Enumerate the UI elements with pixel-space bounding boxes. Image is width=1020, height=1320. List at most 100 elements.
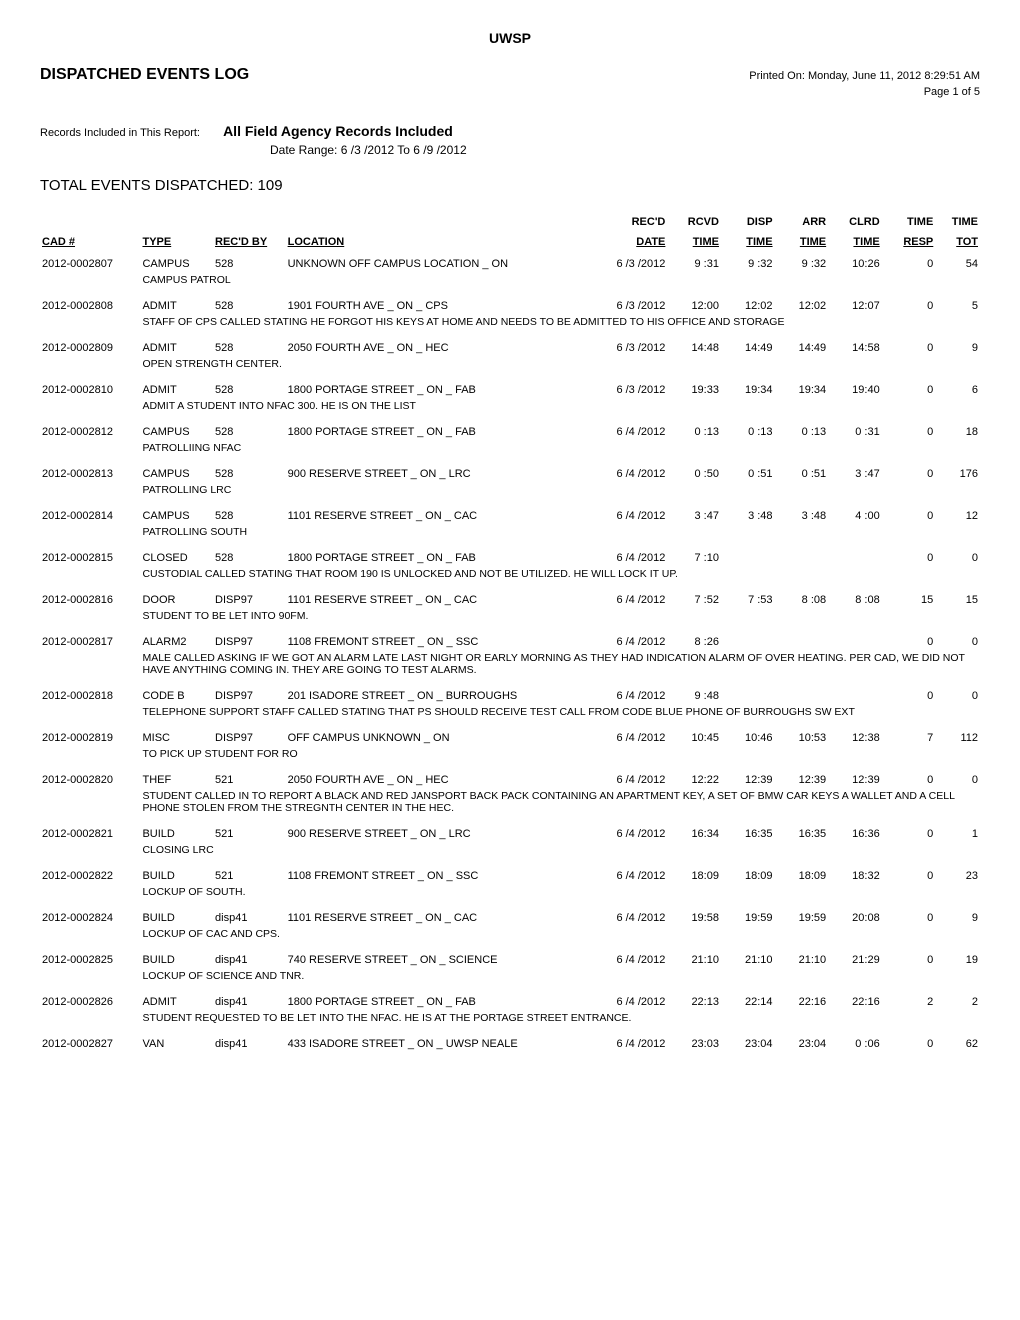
cell-resp: 0: [882, 338, 936, 358]
cell-date: 6 /4 /2012: [587, 824, 667, 844]
cell-rcvd: 9 :31: [667, 254, 721, 274]
cell-recby: disp41: [213, 992, 286, 1012]
cell-tot: 62: [935, 1034, 980, 1054]
table-desc-row: STAFF OF CPS CALLED STATING HE FORGOT HI…: [40, 316, 980, 338]
cell-clrd: 12:07: [828, 296, 882, 316]
cell-date: 6 /4 /2012: [587, 464, 667, 484]
cell-rcvd: 23:03: [667, 1034, 721, 1054]
cell-rcvd: 22:13: [667, 992, 721, 1012]
table-row: 2012-0002816DOORDISP971101 RESERVE STREE…: [40, 590, 980, 610]
cell-arr: 0 :51: [775, 464, 829, 484]
cell-tot: 12: [935, 506, 980, 526]
cell-disp: 0 :51: [721, 464, 775, 484]
cell-recby: 528: [213, 422, 286, 442]
table-desc-row: OPEN STRENGTH CENTER.: [40, 358, 980, 380]
cell-rcvd: 9 :48: [667, 686, 721, 706]
cell-recby: DISP97: [213, 590, 286, 610]
cell-date: 6 /4 /2012: [587, 686, 667, 706]
col-arr-top: ARR: [775, 214, 829, 234]
cell-clrd: 20:08: [828, 908, 882, 928]
cell-disp: 10:46: [721, 728, 775, 748]
cell-tot: 2: [935, 992, 980, 1012]
page-title: DISPATCHED EVENTS LOG: [40, 66, 249, 84]
cell-date: 6 /4 /2012: [587, 632, 667, 652]
cell-desc: STUDENT CALLED IN TO REPORT A BLACK AND …: [140, 790, 980, 824]
title-row: DISPATCHED EVENTS LOG Printed On: Monday…: [40, 66, 980, 84]
cell-cad: 2012-0002810: [40, 380, 140, 400]
cell-date: 6 /4 /2012: [587, 422, 667, 442]
table-row: 2012-0002814CAMPUS5281101 RESERVE STREET…: [40, 506, 980, 526]
cell-resp: 0: [882, 380, 936, 400]
table-desc-row: STUDENT CALLED IN TO REPORT A BLACK AND …: [40, 790, 980, 824]
cell-tot: 176: [935, 464, 980, 484]
cell-resp: 0: [882, 296, 936, 316]
cell-recby: 528: [213, 296, 286, 316]
cell-cad: 2012-0002815: [40, 548, 140, 568]
cell-clrd: [828, 548, 882, 568]
table-desc-row: TELEPHONE SUPPORT STAFF CALLED STATING T…: [40, 706, 980, 728]
cell-resp: 0: [882, 506, 936, 526]
cell-rcvd: 21:10: [667, 950, 721, 970]
cell-location: 1901 FOURTH AVE _ ON _ CPS: [286, 296, 587, 316]
cell-resp: 0: [882, 950, 936, 970]
cell-tot: 0: [935, 686, 980, 706]
col-tot-top: TIME: [935, 214, 980, 234]
cell-clrd: 12:39: [828, 770, 882, 790]
cell-tot: 0: [935, 632, 980, 652]
cell-disp: [721, 632, 775, 652]
cell-date: 6 /4 /2012: [587, 590, 667, 610]
cell-desc: STAFF OF CPS CALLED STATING HE FORGOT HI…: [140, 316, 980, 338]
cell-cad: 2012-0002817: [40, 632, 140, 652]
cell-arr: 0 :13: [775, 422, 829, 442]
table-row: 2012-0002827VANdisp41433 ISADORE STREET …: [40, 1034, 980, 1054]
records-included-row: Records Included in This Report: All Fie…: [40, 123, 980, 139]
col-cad: CAD #: [40, 234, 140, 254]
cell-date: 6 /4 /2012: [587, 506, 667, 526]
cell-rcvd: 0 :50: [667, 464, 721, 484]
cell-tot: 15: [935, 590, 980, 610]
table-row: 2012-0002809ADMIT5282050 FOURTH AVE _ ON…: [40, 338, 980, 358]
cell-clrd: 18:32: [828, 866, 882, 886]
col-type: TYPE: [140, 234, 213, 254]
table-row: 2012-0002821BUILD521900 RESERVE STREET _…: [40, 824, 980, 844]
cell-arr: 19:59: [775, 908, 829, 928]
cell-date: 6 /3 /2012: [587, 338, 667, 358]
cell-desc: LOCKUP OF SCIENCE AND TNR.: [140, 970, 980, 992]
table-row: 2012-0002815CLOSED5281800 PORTAGE STREET…: [40, 548, 980, 568]
cell-recby: 521: [213, 824, 286, 844]
table-desc-row: ADMIT A STUDENT INTO NFAC 300. HE IS ON …: [40, 400, 980, 422]
cell-rcvd: 7 :52: [667, 590, 721, 610]
cell-recby: disp41: [213, 908, 286, 928]
cell-clrd: 16:36: [828, 824, 882, 844]
cell-cad: 2012-0002814: [40, 506, 140, 526]
cell-cad: 2012-0002813: [40, 464, 140, 484]
date-range-label: Date Range:: [270, 143, 337, 157]
cell-desc: CLOSING LRC: [140, 844, 980, 866]
cell-arr: 3 :48: [775, 506, 829, 526]
table-desc-row: PATROLLIING NFAC: [40, 442, 980, 464]
header-row-bottom: CAD # TYPE REC'D BY LOCATION DATE TIME T…: [40, 234, 980, 254]
col-recd-date: DATE: [587, 234, 667, 254]
cell-cad: 2012-0002822: [40, 866, 140, 886]
cell-recby: 528: [213, 254, 286, 274]
cell-desc: STUDENT REQUESTED TO BE LET INTO THE NFA…: [140, 1012, 980, 1034]
cell-arr: 10:53: [775, 728, 829, 748]
cell-clrd: 0 :06: [828, 1034, 882, 1054]
cell-arr: [775, 548, 829, 568]
cell-clrd: 0 :31: [828, 422, 882, 442]
cell-tot: 6: [935, 380, 980, 400]
cell-type: BUILD: [140, 908, 213, 928]
cell-location: 1800 PORTAGE STREET _ ON _ FAB: [286, 422, 587, 442]
cell-resp: 0: [882, 422, 936, 442]
cell-desc: PATROLLIING NFAC: [140, 442, 980, 464]
cell-cad: 2012-0002827: [40, 1034, 140, 1054]
cell-recby: 528: [213, 464, 286, 484]
page-number: Page 1 of 5: [40, 86, 980, 98]
cell-disp: 23:04: [721, 1034, 775, 1054]
cell-disp: 19:34: [721, 380, 775, 400]
cell-recby: 528: [213, 506, 286, 526]
cell-date: 6 /4 /2012: [587, 908, 667, 928]
cell-type: BUILD: [140, 866, 213, 886]
cell-disp: 12:02: [721, 296, 775, 316]
cell-type: CLOSED: [140, 548, 213, 568]
